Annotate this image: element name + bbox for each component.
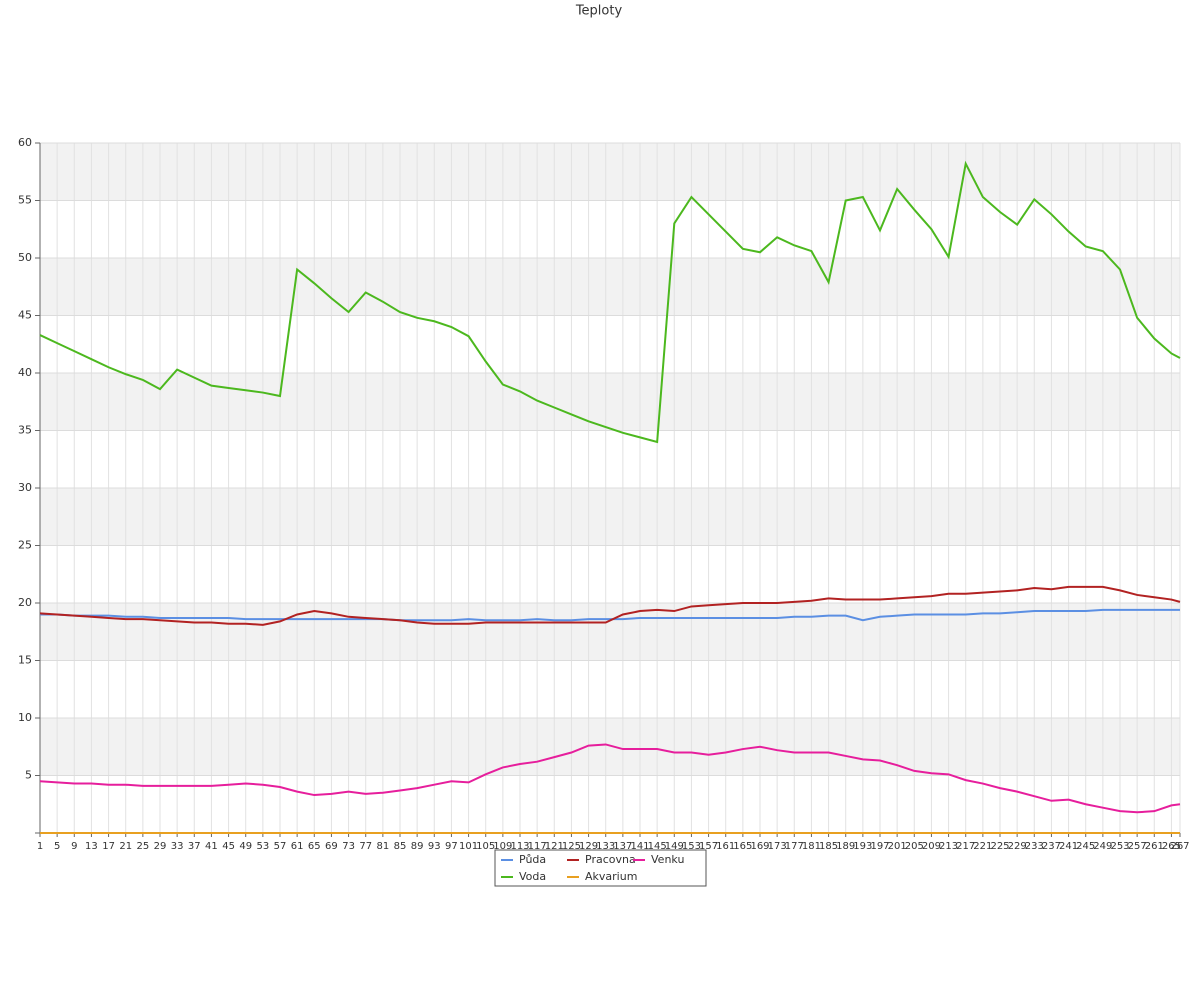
grid-band (40, 373, 1180, 431)
series-line (39, 585, 1181, 626)
grid-band (40, 143, 1180, 201)
x-tick-label: 1 (37, 841, 43, 852)
x-tick-label: 161 (716, 841, 735, 852)
x-tick-label: 49 (239, 841, 252, 852)
y-tick-label: 30 (18, 481, 32, 494)
y-tick-label: 20 (18, 596, 32, 609)
x-tick-label: 9 (71, 841, 77, 852)
grid-band (40, 258, 1180, 316)
x-tick-label: 85 (394, 841, 407, 852)
x-tick-label: 265 (1162, 841, 1181, 852)
x-tick-label: 165 (733, 841, 752, 852)
x-tick-label: 109 (493, 841, 512, 852)
x-tick-label: 65 (308, 841, 321, 852)
x-tick-label: 149 (665, 841, 684, 852)
x-tick-label: 205 (905, 841, 924, 852)
x-tick-label: 197 (870, 841, 889, 852)
x-tick-label: 137 (613, 841, 632, 852)
x-tick-label: 101 (459, 841, 478, 852)
x-tick-label: 89 (411, 841, 424, 852)
x-tick-label: 185 (819, 841, 838, 852)
x-tick-label: 217 (956, 841, 975, 852)
y-tick-label: 55 (18, 194, 32, 207)
x-tick-label: 253 (1110, 841, 1129, 852)
x-tick-label: 93 (428, 841, 441, 852)
x-tick-label: 249 (1093, 841, 1112, 852)
x-tick-label: 57 (274, 841, 287, 852)
series-line (39, 743, 1181, 814)
x-tick-label: 105 (476, 841, 495, 852)
grid-band (40, 718, 1180, 776)
x-tick-label: 117 (528, 841, 547, 852)
x-tick-label: 113 (510, 841, 529, 852)
x-tick-label: 221 (973, 841, 992, 852)
x-tick-label: 121 (545, 841, 564, 852)
x-tick-label: 13 (85, 841, 98, 852)
x-tick-label: 261 (1145, 841, 1164, 852)
y-tick-label: 50 (18, 251, 32, 264)
x-tick-label: 45 (222, 841, 235, 852)
x-tick-label: 201 (888, 841, 907, 852)
x-tick-label: 189 (836, 841, 855, 852)
x-tick-label: 141 (630, 841, 649, 852)
y-tick-label: 25 (18, 539, 32, 552)
x-tick-label: 21 (119, 841, 132, 852)
grid-band (40, 488, 1180, 546)
x-tick-label: 133 (596, 841, 615, 852)
x-tick-label: 17 (102, 841, 115, 852)
x-tick-label: 257 (1128, 841, 1147, 852)
x-tick-label: 145 (648, 841, 667, 852)
x-tick-label: 241 (1059, 841, 1078, 852)
legend-label: Půda (519, 853, 546, 866)
x-tick-label: 25 (136, 841, 149, 852)
series-line (39, 160, 1181, 444)
x-tick-label: 267 (1170, 841, 1189, 852)
x-tick-label: 129 (579, 841, 598, 852)
legend-box (494, 849, 707, 887)
x-tick-label: 245 (1076, 841, 1095, 852)
x-tick-label: 181 (802, 841, 821, 852)
x-tick-label: 225 (990, 841, 1009, 852)
x-tick-label: 209 (922, 841, 941, 852)
x-tick-label: 81 (376, 841, 389, 852)
x-tick-label: 61 (291, 841, 304, 852)
x-tick-label: 125 (562, 841, 581, 852)
x-tick-label: 177 (785, 841, 804, 852)
x-tick-label: 37 (188, 841, 201, 852)
legend-label: Voda (519, 870, 546, 883)
x-tick-label: 237 (1042, 841, 1061, 852)
y-tick-label: 10 (18, 711, 32, 724)
x-tick-label: 77 (359, 841, 372, 852)
x-tick-label: 33 (171, 841, 184, 852)
y-tick-label: 5 (25, 769, 32, 782)
x-tick-label: 73 (342, 841, 355, 852)
x-tick-label: 233 (1025, 841, 1044, 852)
x-tick-label: 153 (682, 841, 701, 852)
x-tick-label: 97 (445, 841, 458, 852)
chart-title: Teploty (575, 4, 623, 19)
x-tick-label: 29 (154, 841, 167, 852)
x-tick-label: 53 (256, 841, 269, 852)
legend-label: Venku (651, 853, 684, 866)
x-tick-label: 213 (939, 841, 958, 852)
y-tick-label: 60 (18, 136, 32, 149)
x-tick-label: 193 (853, 841, 872, 852)
x-tick-label: 41 (205, 841, 218, 852)
legend-label: Pracovna (585, 853, 636, 866)
x-tick-label: 5 (54, 841, 60, 852)
x-tick-label: 157 (699, 841, 718, 852)
x-tick-label: 169 (750, 841, 769, 852)
y-tick-label: 15 (18, 654, 32, 667)
legend-label: Akvarium (585, 870, 637, 883)
x-tick-label: 69 (325, 841, 338, 852)
y-tick-label: 40 (18, 366, 32, 379)
y-tick-label: 45 (18, 309, 32, 322)
x-tick-label: 173 (768, 841, 787, 852)
x-tick-label: 229 (1008, 841, 1027, 852)
y-tick-label: 35 (18, 424, 32, 437)
